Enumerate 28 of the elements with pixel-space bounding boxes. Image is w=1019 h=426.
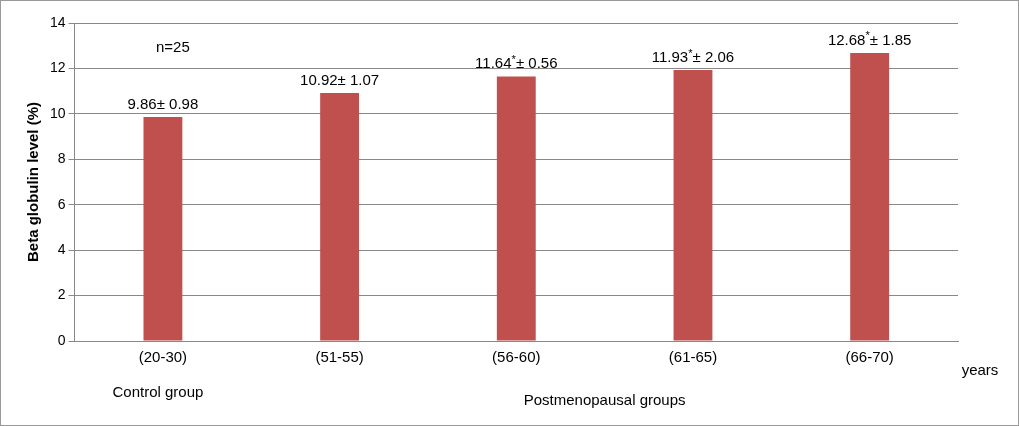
- y-tick-label: 14: [49, 13, 66, 30]
- y-tick-label: 2: [57, 286, 66, 303]
- data-label: 11.93*± 2.06: [651, 46, 735, 65]
- y-axis-title: Beta globulin level (%): [24, 101, 42, 263]
- bar: [673, 70, 713, 341]
- annotation: n=25: [156, 38, 190, 56]
- text: Control group: [112, 383, 204, 401]
- text: Postmenopausal groups: [523, 391, 686, 409]
- y-tick-label: 10: [49, 104, 66, 121]
- y-tick-label: 6: [57, 195, 66, 212]
- text: years: [961, 361, 999, 379]
- data-label: 12.68*± 1.85: [827, 29, 912, 48]
- bar: [496, 76, 536, 341]
- y-tick-label: 0: [57, 331, 66, 348]
- bar: [850, 52, 890, 341]
- data-label: 10.92± 1.07: [300, 70, 380, 88]
- y-tick-label: 8: [57, 150, 66, 167]
- data-label: 9.86± 0.98: [127, 94, 199, 112]
- data-label: 11.64*± 0.56: [475, 53, 558, 72]
- x-tick-label: (56-60): [492, 348, 541, 366]
- x-tick-label: (51-55): [315, 348, 364, 366]
- bar: [320, 92, 360, 341]
- x-tick-label: (20-30): [138, 348, 188, 366]
- x-tick-label: (66-70): [845, 348, 894, 366]
- bar: [143, 117, 183, 341]
- x-tick-label: (61-65): [668, 348, 718, 366]
- y-tick-label: 12: [49, 59, 66, 76]
- y-tick-label: 4: [57, 241, 66, 257]
